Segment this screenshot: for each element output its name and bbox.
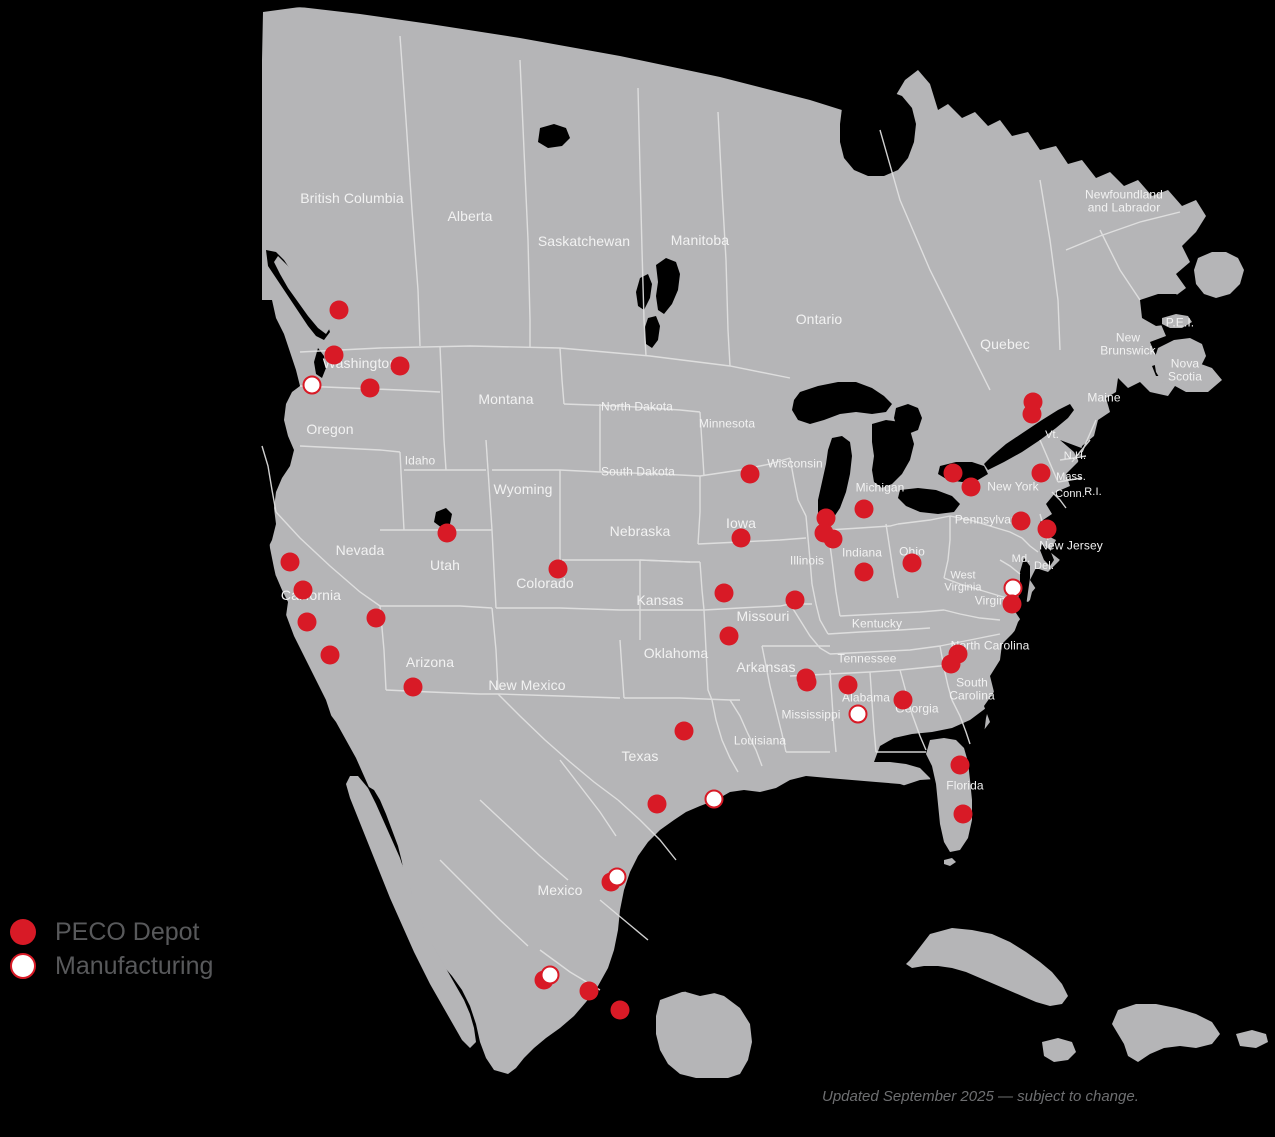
- georgian-bay: [894, 404, 922, 434]
- depot-marker[interactable]: [1037, 519, 1057, 539]
- depot-marker[interactable]: [280, 552, 300, 572]
- lake-manitoba: [636, 274, 652, 310]
- depot-marker-icon: [10, 919, 36, 945]
- map-footnote: Updated September 2025 — subject to chan…: [822, 1088, 1139, 1105]
- depot-marker[interactable]: [854, 562, 874, 582]
- depot-marker[interactable]: [961, 477, 981, 497]
- depot-marker[interactable]: [902, 553, 922, 573]
- depot-marker[interactable]: [719, 626, 739, 646]
- depot-marker[interactable]: [674, 721, 694, 741]
- depot-marker[interactable]: [1011, 511, 1031, 531]
- legend-label-manufacturing: Manufacturing: [55, 951, 214, 980]
- puget-sound-water: [314, 348, 326, 378]
- great-salt-lake: [434, 508, 452, 528]
- depot-marker[interactable]: [797, 672, 817, 692]
- lake-huron: [872, 420, 914, 488]
- lake-winnipegosis: [644, 316, 660, 348]
- depot-marker[interactable]: [329, 300, 349, 320]
- manufacturing-marker-icon: [10, 953, 36, 979]
- jamaica-island: [1042, 1038, 1076, 1062]
- depot-marker[interactable]: [366, 608, 386, 628]
- depot-marker[interactable]: [943, 463, 963, 483]
- st-lawrence-river: [984, 404, 1074, 470]
- hispaniola-island: [1112, 1004, 1220, 1062]
- depot-marker[interactable]: [838, 675, 858, 695]
- depot-marker[interactable]: [324, 345, 344, 365]
- yucatan-peninsula: [656, 990, 752, 1078]
- depot-marker[interactable]: [297, 612, 317, 632]
- prince-edward-island: [1162, 314, 1192, 328]
- lake-erie: [898, 488, 960, 514]
- lake-michigan: [818, 436, 852, 524]
- legend-item-peco-depot[interactable]: PECO Depot: [8, 915, 268, 949]
- lake-winnipeg: [656, 258, 680, 314]
- map-legend: PECO Depot Manufacturing: [8, 915, 268, 983]
- vancouver-island: [274, 256, 330, 334]
- depot-marker[interactable]: [1022, 404, 1042, 424]
- depot-marker[interactable]: [854, 499, 874, 519]
- depot-marker[interactable]: [823, 529, 843, 549]
- legend-label-peco-depot: PECO Depot: [55, 917, 200, 946]
- florida-keys: [944, 858, 956, 866]
- depot-marker[interactable]: [953, 804, 973, 824]
- cuba-island: [906, 928, 1068, 1006]
- depot-marker[interactable]: [610, 1000, 630, 1020]
- depot-marker[interactable]: [1031, 463, 1051, 483]
- great-slave-lake: [538, 124, 570, 148]
- arctic-ocean: [0, 0, 1275, 94]
- depot-marker[interactable]: [1002, 594, 1022, 614]
- depot-marker[interactable]: [893, 690, 913, 710]
- manufacturing-marker[interactable]: [848, 704, 868, 724]
- depot-marker[interactable]: [403, 677, 423, 697]
- hudson-bay: [840, 90, 916, 176]
- depot-marker[interactable]: [740, 464, 760, 484]
- gulf-of-mexico: [676, 788, 892, 996]
- delaware-bay: [1040, 544, 1054, 566]
- depot-marker[interactable]: [714, 583, 734, 603]
- newfoundland-island: [1194, 252, 1244, 298]
- depot-marker[interactable]: [293, 580, 313, 600]
- depot-marker[interactable]: [320, 645, 340, 665]
- baja-peninsula: [346, 776, 476, 1048]
- cape-cod-bay: [1090, 474, 1106, 488]
- depot-marker[interactable]: [731, 528, 751, 548]
- depot-marker[interactable]: [437, 523, 457, 543]
- nova-scotia: [1154, 338, 1206, 384]
- depot-marker[interactable]: [816, 508, 836, 528]
- depot-marker[interactable]: [647, 794, 667, 814]
- depot-marker[interactable]: [360, 378, 380, 398]
- depot-marker[interactable]: [785, 590, 805, 610]
- legend-item-manufacturing[interactable]: Manufacturing: [8, 949, 268, 983]
- depot-marker[interactable]: [941, 654, 961, 674]
- depot-marker[interactable]: [548, 559, 568, 579]
- depot-marker[interactable]: [390, 356, 410, 376]
- depot-marker[interactable]: [950, 755, 970, 775]
- manufacturing-marker[interactable]: [540, 965, 560, 985]
- lake-superior: [792, 382, 892, 424]
- manufacturing-marker[interactable]: [607, 867, 627, 887]
- atlantic-ocean: [830, 382, 1275, 1100]
- depot-marker[interactable]: [579, 981, 599, 1001]
- manufacturing-marker[interactable]: [704, 789, 724, 809]
- pacific-ocean-baja: [0, 640, 480, 1078]
- manufacturing-marker[interactable]: [302, 375, 322, 395]
- puerto-rico-island: [1236, 1030, 1268, 1048]
